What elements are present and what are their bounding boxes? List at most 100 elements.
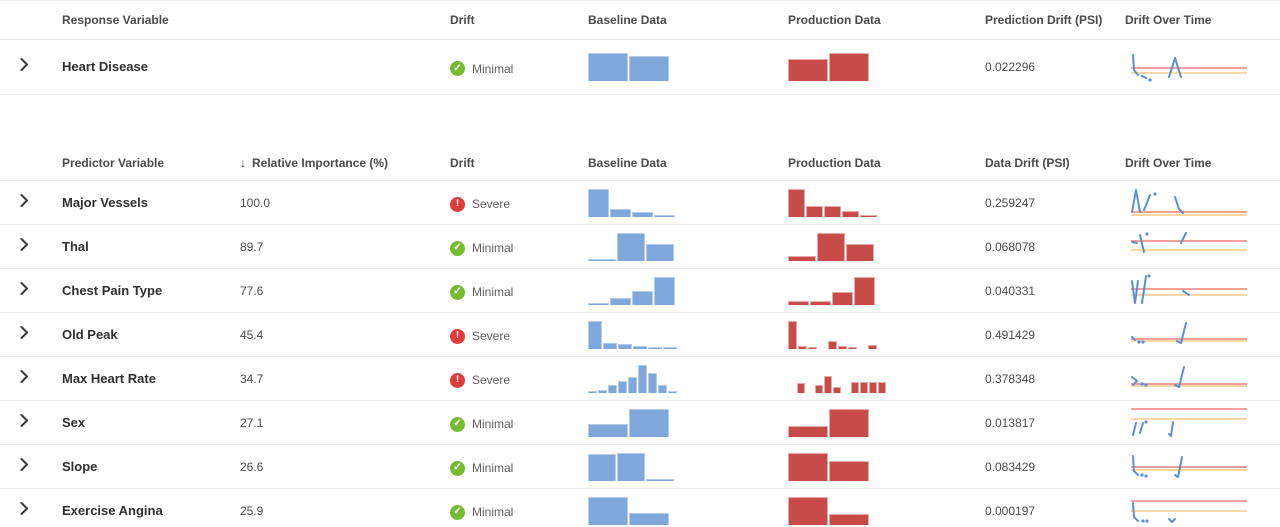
- production-histogram: [788, 320, 985, 349]
- psi-value: 0.040331: [985, 283, 1036, 298]
- severe-drift-alert-icon: !: [450, 328, 465, 344]
- expand-row-button[interactable]: [20, 413, 29, 427]
- drift-over-time-sparkline: [1125, 450, 1280, 484]
- variable-name: Old Peak: [62, 326, 118, 342]
- psi-value: 0.491429: [985, 327, 1036, 342]
- header-baseline-data: Baseline Data: [588, 13, 667, 27]
- expand-row-button[interactable]: [20, 501, 29, 515]
- variable-name: Exercise Angina: [62, 502, 163, 518]
- chevron-right-icon: [20, 501, 28, 515]
- header-predictor-variable: Predictor Variable: [62, 155, 165, 170]
- chevron-right-icon: [20, 369, 28, 383]
- production-histogram: [788, 53, 985, 81]
- chevron-right-icon: [20, 193, 28, 207]
- relative-importance-value: 25.9: [240, 503, 264, 518]
- production-histogram: [788, 496, 985, 525]
- sort-descending-icon: ↓: [240, 155, 246, 170]
- drift-status-badge: ✓ Minimal: [450, 61, 514, 77]
- minimal-drift-check-icon: ✓: [450, 460, 465, 476]
- header-relative-importance[interactable]: ↓ Relative Importance (%): [240, 156, 450, 170]
- table-row: Thal 89.7 ✓ Minimal 0.068078: [0, 225, 1280, 269]
- response-table-header: Response Variable Drift Baseline Data Pr…: [0, 0, 1280, 40]
- drift-status-badge: ✓ Minimal: [450, 284, 514, 300]
- production-histogram: [788, 408, 985, 437]
- drift-over-time-sparkline: [1125, 230, 1280, 264]
- drift-status-label: Severe: [472, 373, 511, 388]
- drift-over-time-sparkline: [1125, 362, 1280, 396]
- relative-importance-value: 89.7: [240, 239, 264, 254]
- drift-status-label: Severe: [472, 197, 511, 212]
- drift-status-label: Severe: [472, 329, 511, 344]
- baseline-histogram: [588, 232, 788, 261]
- production-histogram: [788, 188, 985, 217]
- psi-value: 0.378348: [985, 371, 1036, 386]
- table-row: Heart Disease ✓ Minimal 0.022296: [0, 40, 1280, 95]
- production-histogram: [788, 365, 985, 393]
- drift-status-badge: ! Severe: [450, 196, 511, 212]
- drift-status-label: Minimal: [472, 61, 514, 76]
- relative-importance-value: 27.1: [240, 415, 264, 430]
- relative-importance-value: 34.7: [240, 371, 264, 386]
- table-row: Max Heart Rate 34.7 ! Severe 0.378348: [0, 357, 1280, 401]
- drift-status-badge: ! Severe: [450, 372, 511, 388]
- minimal-drift-check-icon: ✓: [450, 240, 465, 256]
- baseline-histogram: [588, 496, 788, 525]
- table-row: Major Vessels 100.0 ! Severe 0.259247: [0, 181, 1280, 225]
- relative-importance-value: 45.4: [240, 327, 264, 342]
- header-drift-over-time: Drift Over Time: [1125, 13, 1212, 27]
- header-drift: Drift: [450, 13, 475, 27]
- psi-value: 0.022296: [985, 60, 1036, 74]
- variable-name: Thal: [62, 238, 89, 254]
- baseline-histogram: [588, 452, 788, 481]
- expand-row-button[interactable]: [20, 237, 29, 251]
- baseline-histogram: [588, 320, 788, 349]
- drift-over-time-sparkline: [1125, 406, 1280, 440]
- predictor-table-header: Predictor Variable ↓ Relative Importance …: [0, 145, 1280, 181]
- expand-row-button[interactable]: [20, 457, 29, 471]
- drift-status-label: Minimal: [472, 461, 514, 476]
- variable-name: Major Vessels: [62, 194, 148, 210]
- drift-over-time-sparkline: [1125, 50, 1280, 84]
- expand-row-button[interactable]: [20, 193, 29, 207]
- header-relative-importance-label: Relative Importance (%): [252, 155, 389, 170]
- expand-row-button[interactable]: [20, 58, 29, 71]
- drift-status-badge: ✓ Minimal: [450, 416, 513, 432]
- chevron-right-icon: [20, 237, 28, 251]
- header-drift: Drift: [450, 155, 475, 170]
- chevron-right-icon: [20, 58, 28, 71]
- drift-over-time-sparkline: [1125, 273, 1280, 308]
- psi-value: 0.000197: [985, 503, 1036, 518]
- severe-drift-alert-icon: !: [450, 196, 465, 212]
- variable-name: Max Heart Rate: [62, 370, 156, 386]
- predictor-variable-table: Predictor Variable ↓ Relative Importance …: [0, 145, 1280, 527]
- expand-row-button[interactable]: [20, 369, 29, 383]
- header-baseline-data: Baseline Data: [588, 155, 667, 170]
- relative-importance-value: 100.0: [240, 195, 271, 210]
- psi-value: 0.013817: [985, 415, 1036, 430]
- chevron-right-icon: [20, 325, 28, 339]
- baseline-histogram: [588, 53, 788, 81]
- drift-status-label: Minimal: [472, 285, 514, 300]
- production-histogram: [788, 276, 985, 305]
- response-variable-table: Response Variable Drift Baseline Data Pr…: [0, 0, 1280, 95]
- chevron-right-icon: [20, 413, 28, 427]
- header-drift-over-time: Drift Over Time: [1125, 155, 1212, 170]
- psi-value: 0.068078: [985, 239, 1036, 254]
- table-row: Sex 27.1 ✓ Minimal 0.013817: [0, 401, 1280, 445]
- drift-status-badge: ✓ Minimal: [450, 504, 513, 520]
- minimal-drift-check-icon: ✓: [450, 284, 465, 300]
- variable-name: Sex: [62, 414, 86, 430]
- minimal-drift-check-icon: ✓: [450, 61, 465, 77]
- table-gap: [0, 95, 1280, 145]
- variable-name: Heart Disease: [62, 59, 148, 74]
- drift-status-badge: ✓ Minimal: [450, 460, 514, 476]
- expand-row-button[interactable]: [20, 325, 29, 339]
- minimal-drift-check-icon: ✓: [450, 504, 465, 520]
- drift-status-label: Minimal: [472, 241, 514, 256]
- table-row: Slope 26.6 ✓ Minimal 0.083429: [0, 445, 1280, 489]
- expand-row-button[interactable]: [20, 281, 29, 295]
- drift-over-time-sparkline: [1125, 494, 1280, 527]
- header-prediction-drift-psi: Prediction Drift (PSI): [985, 13, 1103, 27]
- baseline-histogram: [588, 188, 788, 217]
- minimal-drift-check-icon: ✓: [450, 416, 465, 432]
